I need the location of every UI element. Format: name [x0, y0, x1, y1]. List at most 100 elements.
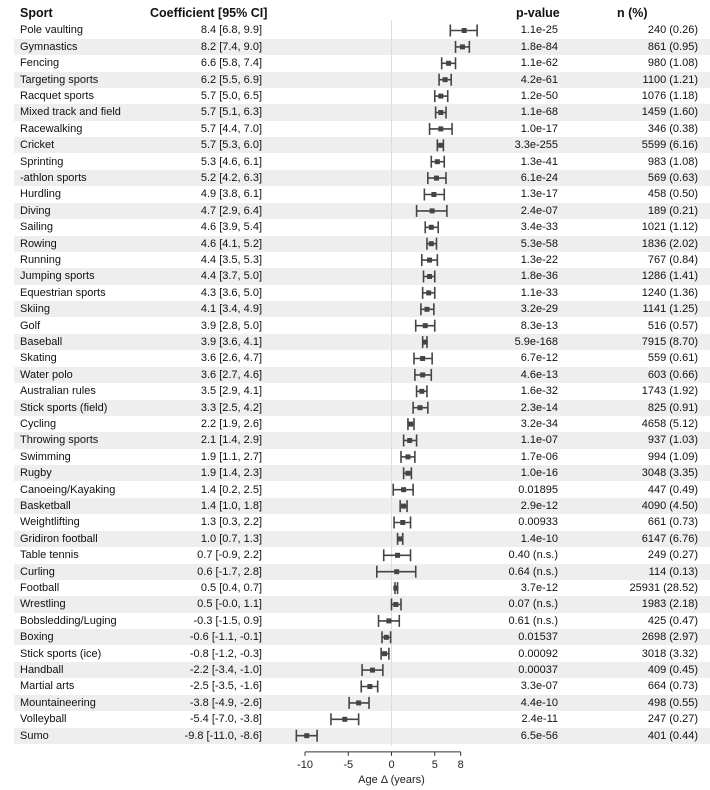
n-text: 5599 (6.16)	[641, 139, 698, 152]
ci-mark	[375, 565, 417, 578]
ci-mark	[420, 303, 435, 316]
sport-label: Weightlifting	[20, 516, 80, 529]
coefficient-text: 5.7 [5.1, 6.3]	[200, 106, 262, 119]
table-row: Equestrian sports 4.3 [3.6, 5.0] 1.1e-33 12…	[14, 285, 710, 301]
point-estimate	[400, 520, 406, 525]
ci-mark	[413, 352, 433, 365]
coefficient-text: 5.7 [4.4, 7.0]	[200, 122, 262, 135]
n-text: 1836 (2.02)	[641, 237, 698, 250]
pvalue-text: 1.1e-62	[520, 57, 558, 70]
sport-label: Australian rules	[20, 385, 96, 398]
x-tick-label: -10	[297, 759, 313, 771]
pvalue-text: 1.4e-10	[520, 532, 558, 545]
table-row: Rugby 1.9 [1.4, 2.3] 1.0e-16 3048 (3.35)	[14, 465, 710, 482]
ci-mark	[381, 631, 392, 644]
n-text: 114 (0.13)	[648, 565, 698, 578]
ci-mark	[420, 254, 439, 267]
sport-label: Table tennis	[20, 549, 79, 562]
ci-mark	[449, 24, 478, 37]
x-axis-label: Age Δ (years)	[358, 774, 425, 786]
coefficient-text: 8.2 [7.4, 9.0]	[200, 40, 262, 53]
table-row: Basketball 1.4 [1.0, 1.8] 2.9e-12 4090 (4.5…	[14, 497, 710, 515]
point-estimate	[401, 503, 407, 509]
pvalue-text: 1.6e-32	[520, 385, 558, 398]
sport-label: Mixed track and field	[20, 106, 121, 119]
sport-label: Golf	[20, 319, 41, 332]
x-tick-label: -5	[343, 759, 353, 771]
table-row: Sprinting 5.3 [4.6, 6.1] 1.3e-41 983 (1.08)	[14, 154, 710, 170]
pvalue-text: 4.6e-13	[520, 368, 558, 381]
table-row: Targeting sports 6.2 [5.5, 6.9] 4.2e-61 110…	[14, 71, 710, 88]
n-text: 516 (0.57)	[647, 319, 698, 332]
table-row: Stick sports (ice) -0.8 [-1.2, -0.3] 0.000…	[14, 646, 710, 662]
table-row: Water polo 3.6 [2.7, 4.6] 4.6e-13 603 (0.66…	[14, 366, 710, 384]
pvalue-text: 1.3e-17	[520, 188, 558, 201]
coefficient-text: -2.2 [-3.4, -1.0]	[189, 663, 262, 676]
n-text: 569 (0.63)	[647, 171, 698, 184]
table-row: Volleyball -5.4 [-7.0, -3.8] 2.4e-11 247 (0…	[14, 711, 710, 727]
ci-mark	[421, 286, 436, 299]
sport-label: Equestrian sports	[20, 286, 106, 299]
table-row: Skating 3.6 [2.6, 4.7] 6.7e-12 559 (0.61)	[14, 350, 710, 366]
n-text: 249 (0.27)	[647, 549, 698, 562]
table-row: Hurdling 4.9 [3.8, 6.1] 1.3e-17 458 (0.50)	[14, 186, 710, 202]
coefficient-text: 4.4 [3.5, 5.3]	[200, 253, 262, 266]
pvalue-text: 6.1e-24	[520, 171, 558, 184]
ci-mark	[412, 401, 429, 414]
table-row: Bobsledding/Luging -0.3 [-1.5, 0.9] 0.61 (…	[14, 613, 710, 629]
table-row: Boxing -0.6 [-1.1, -0.1] 0.01537 2698 (2.97…	[14, 629, 710, 646]
sport-label: Canoeing/Kayaking	[20, 483, 116, 496]
ci-mark	[440, 57, 457, 70]
table-row: Cricket 5.7 [5.3, 6.0] 3.3e-255 5599 (6.16)	[14, 137, 710, 154]
pvalue-text: 4.4e-10	[520, 696, 558, 709]
sport-label: Rowing	[20, 237, 57, 250]
point-estimate	[428, 224, 434, 230]
table-row: Racquet sports 5.7 [5.0, 6.5] 1.2e-50 1076 …	[14, 88, 710, 104]
coefficient-text: 1.4 [0.2, 2.5]	[200, 483, 262, 496]
sport-label: Martial arts	[20, 680, 75, 693]
sport-label: Bobsledding/Luging	[20, 614, 117, 627]
sport-label: Wrestling	[20, 598, 66, 611]
pvalue-text: 1.8e-84	[520, 40, 558, 53]
coefficient-text: -0.6 [-1.1, -0.1]	[189, 631, 262, 644]
ci-mark	[422, 270, 436, 283]
point-estimate	[407, 438, 413, 443]
point-estimate	[395, 552, 401, 558]
sport-label: Throwing sports	[20, 434, 99, 447]
coefficient-text: 3.3 [2.5, 4.2]	[200, 401, 262, 414]
sport-label: Diving	[20, 204, 51, 217]
pvalue-text: 0.01537	[518, 631, 558, 644]
n-text: 2698 (2.97)	[641, 631, 698, 644]
pvalue-text: 2.4e-11	[521, 713, 559, 726]
pvalue-text: 2.4e-07	[520, 204, 558, 217]
coefficient-text: -3.8 [-4.9, -2.6]	[189, 696, 262, 709]
table-row: Mixed track and field 5.7 [5.1, 6.3] 1.1e-…	[14, 104, 710, 121]
coefficient-text: 3.6 [2.7, 4.6]	[200, 368, 262, 381]
table-row: Throwing sports 2.1 [1.4, 2.9] 1.1e-07 937 …	[14, 432, 710, 449]
ci-mark	[415, 385, 428, 398]
x-tick-label: 8	[458, 759, 464, 771]
x-tick-label: 5	[432, 759, 438, 771]
n-text: 189 (0.21)	[647, 204, 698, 217]
coefficient-text: -2.5 [-3.5, -1.6]	[189, 680, 262, 693]
sport-label: Cycling	[20, 417, 57, 430]
pvalue-text: 3.2e-34	[520, 417, 558, 430]
ci-mark	[414, 319, 436, 332]
n-text: 1141 (1.25)	[642, 303, 698, 316]
coefficient-text: 8.4 [6.8, 9.9]	[200, 24, 262, 37]
sport-label: Fencing	[20, 57, 60, 70]
sport-label: Volleyball	[20, 713, 67, 726]
sport-label: Cricket	[20, 139, 55, 152]
coefficient-text: 6.6 [5.8, 7.4]	[200, 57, 262, 70]
point-estimate	[367, 684, 373, 689]
point-estimate	[304, 733, 310, 739]
coefficient-text: 1.4 [1.0, 1.8]	[200, 499, 262, 512]
sport-label: Sailing	[20, 221, 54, 234]
n-text: 7915 (8.70)	[641, 335, 698, 348]
ci-mark	[407, 418, 415, 431]
n-text: 664 (0.73)	[647, 680, 698, 693]
sport-label: Racquet sports	[20, 89, 94, 102]
ci-mark	[393, 516, 412, 529]
table-row: Australian rules 3.5 [2.9, 4.1] 1.6e-32 174…	[14, 383, 710, 399]
n-text: 1743 (1.92)	[641, 385, 698, 398]
